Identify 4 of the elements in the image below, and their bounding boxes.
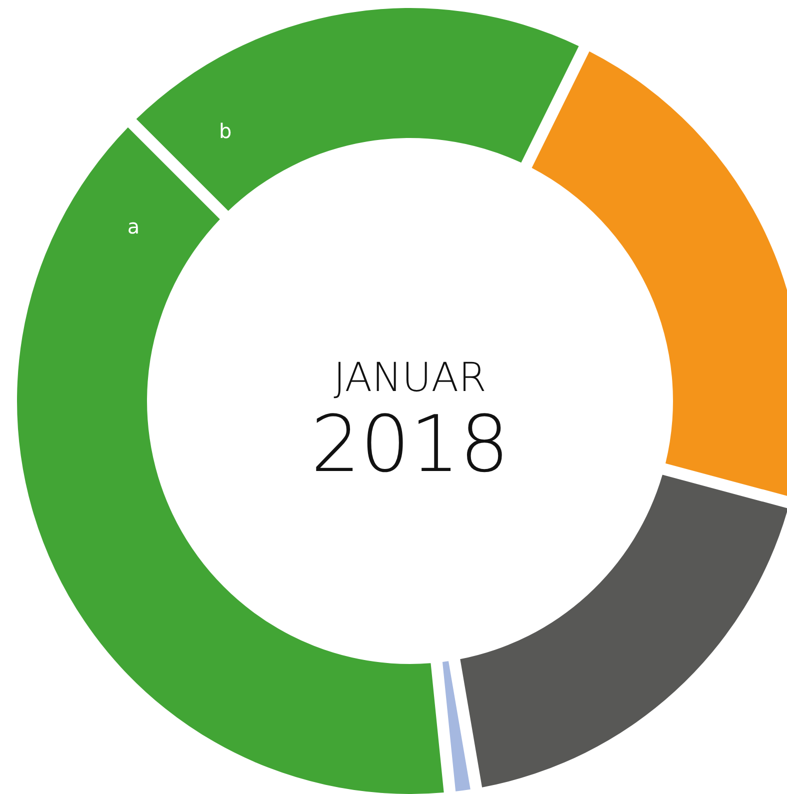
text: JANUAR xyxy=(334,355,486,401)
text: 2018 xyxy=(310,400,510,490)
slice-label: b xyxy=(219,118,232,143)
slice-label: a xyxy=(127,214,140,239)
